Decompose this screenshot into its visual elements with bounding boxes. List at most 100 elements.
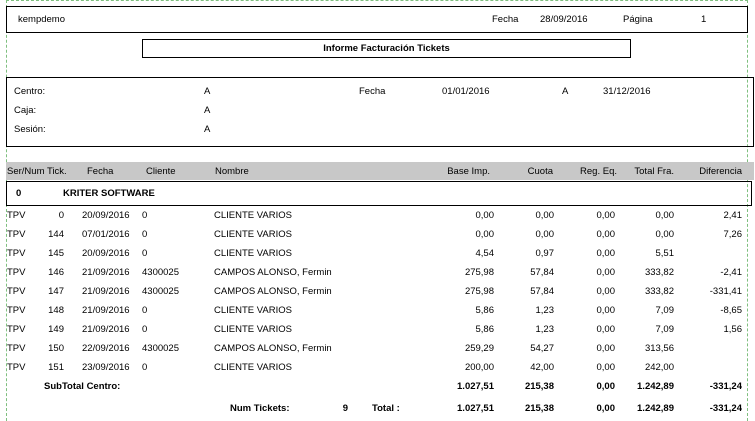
cell-regeq: 0,00 (596, 248, 616, 259)
cell-total: 333,82 (644, 286, 674, 297)
cell-cliente: 4300025 (142, 286, 179, 297)
caja-value: A (204, 105, 211, 116)
grand-total-row: Num Tickets: 9 Total : 1.027,51 215,38 0… (0, 400, 755, 419)
cell-fecha: 21/09/2016 (82, 267, 130, 278)
cell-cliente: 0 (142, 248, 148, 259)
cell-cuota: 0,00 (535, 229, 555, 240)
cell-cuota: 57,84 (530, 286, 554, 297)
cell-num: 147 (48, 286, 64, 297)
table-row: TPV 144 07/01/2016 0 CLIENTE VARIOS 0,00… (0, 226, 755, 245)
cell-nombre: CLIENTE VARIOS (214, 210, 292, 221)
cell-base: 0,00 (475, 229, 495, 240)
cell-serie: TPV (7, 229, 26, 240)
cell-serie: TPV (7, 324, 26, 335)
cell-total: 7,09 (655, 324, 675, 335)
num-tickets-label: Num Tickets: (230, 403, 290, 414)
cell-cliente: 0 (142, 305, 148, 316)
cell-num: 149 (48, 324, 64, 335)
page-guide-right (747, 0, 748, 421)
col-base: Base Imp. (447, 166, 490, 177)
subtotal-label: SubTotal Centro: (44, 381, 121, 392)
grand-total-regeq: 0,00 (596, 403, 616, 414)
table-row: TPV 146 21/09/2016 4300025 CAMPOS ALONSO… (0, 264, 755, 283)
cell-cliente: 0 (142, 210, 148, 221)
page-number: 1 (701, 14, 707, 25)
col-sernum: Ser/Num Tick. (7, 166, 67, 177)
print-date-value: 28/09/2016 (540, 14, 588, 25)
cell-regeq: 0,00 (596, 324, 616, 335)
cell-total: 242,00 (644, 362, 674, 373)
cell-dif: -2,41 (720, 267, 742, 278)
grand-total-dif: -331,24 (709, 403, 742, 414)
subtotal-dif: -331,24 (709, 381, 742, 392)
subtotal-total: 1.242,89 (637, 381, 674, 392)
cell-dif: -8,65 (720, 305, 742, 316)
subtotal-cuota: 215,38 (524, 381, 554, 392)
cell-serie: TPV (7, 248, 26, 259)
grand-total-base: 1.027,51 (457, 403, 494, 414)
cell-cuota: 0,00 (535, 210, 555, 221)
grand-total-label: Total : (372, 403, 400, 414)
cell-total: 0,00 (655, 229, 675, 240)
table-row: TPV 151 23/09/2016 0 CLIENTE VARIOS 200,… (0, 359, 755, 378)
cell-nombre: CLIENTE VARIOS (214, 229, 292, 240)
sesion-value: A (204, 124, 211, 135)
cell-serie: TPV (7, 286, 26, 297)
cell-regeq: 0,00 (596, 362, 616, 373)
cell-serie: TPV (7, 362, 26, 373)
cell-serie: TPV (7, 267, 26, 278)
cell-serie: TPV (7, 305, 26, 316)
cell-nombre: CAMPOS ALONSO, Fermin (214, 343, 332, 354)
cell-base: 4,54 (475, 248, 495, 259)
cell-base: 5,86 (475, 305, 495, 316)
column-header-band (6, 162, 754, 180)
cell-cuota: 42,00 (530, 362, 554, 373)
report-title-box (142, 39, 631, 58)
page-guide-left (6, 0, 7, 421)
cell-cuota: 54,27 (530, 343, 554, 354)
filters-box (6, 77, 754, 147)
cell-regeq: 0,00 (596, 305, 616, 316)
cell-nombre: CLIENTE VARIOS (214, 305, 292, 316)
cell-fecha: 23/09/2016 (82, 362, 130, 373)
cell-fecha: 07/01/2016 (82, 229, 130, 240)
cell-nombre: CLIENTE VARIOS (214, 362, 292, 373)
company-name: kempdemo (18, 14, 65, 25)
page-guide-top (6, 0, 748, 1)
cell-total: 7,09 (655, 305, 675, 316)
cell-cuota: 1,23 (535, 324, 555, 335)
col-cliente: Cliente (146, 166, 176, 177)
table-row: TPV 148 21/09/2016 0 CLIENTE VARIOS 5,86… (0, 302, 755, 321)
cell-cliente: 0 (142, 229, 148, 240)
cell-serie: TPV (7, 343, 26, 354)
cell-total: 5,51 (655, 248, 675, 259)
fecha-from: 01/01/2016 (442, 86, 490, 97)
cell-fecha: 20/09/2016 (82, 248, 130, 259)
cell-fecha: 20/09/2016 (82, 210, 130, 221)
cell-num: 144 (48, 229, 64, 240)
centro-label: Centro: (14, 86, 46, 97)
grand-total-total: 1.242,89 (637, 403, 674, 414)
group-name: KRITER SOFTWARE (63, 188, 155, 199)
table-row: TPV 145 20/09/2016 0 CLIENTE VARIOS 4,54… (0, 245, 755, 264)
report-title: Informe Facturación Tickets (323, 43, 450, 54)
cell-base: 275,98 (464, 286, 494, 297)
cell-total: 313,56 (644, 343, 674, 354)
cell-regeq: 0,00 (596, 267, 616, 278)
table-row: TPV 149 21/09/2016 0 CLIENTE VARIOS 5,86… (0, 321, 755, 340)
cell-cliente: 4300025 (142, 267, 179, 278)
table-row: TPV 150 22/09/2016 4300025 CAMPOS ALONSO… (0, 340, 755, 359)
cell-dif: -331,41 (709, 286, 742, 297)
cell-nombre: CLIENTE VARIOS (214, 248, 292, 259)
page-header-box (6, 6, 748, 33)
col-cuota: Cuota (527, 166, 553, 177)
print-date-label: Fecha (492, 14, 519, 25)
centro-value: A (204, 86, 211, 97)
col-fecha: Fecha (87, 166, 114, 177)
col-nombre: Nombre (215, 166, 249, 177)
cell-cliente: 0 (142, 324, 148, 335)
cell-regeq: 0,00 (596, 210, 616, 221)
cell-num: 148 (48, 305, 64, 316)
cell-fecha: 21/09/2016 (82, 286, 130, 297)
cell-cuota: 57,84 (530, 267, 554, 278)
